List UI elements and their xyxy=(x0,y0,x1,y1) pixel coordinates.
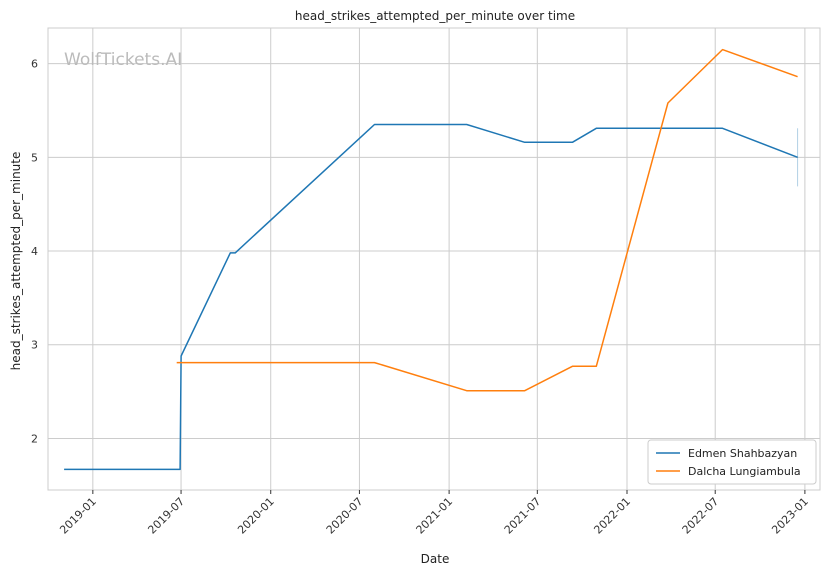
y-axis-label: head_strikes_attempted_per_minute xyxy=(9,152,23,371)
legend: Edmen Shahbazyan Dalcha Lungiambula xyxy=(647,439,817,485)
plot-frame xyxy=(47,27,821,491)
y-tick-label-6: 6 xyxy=(31,58,38,71)
legend-label-dalcha-lungiambula: Dalcha Lungiambula xyxy=(688,465,801,478)
series-line-dalcha-lungiambula xyxy=(176,48,798,392)
series-line-edmen-shahbazyan xyxy=(64,123,798,471)
y-tick-label-4: 4 xyxy=(31,245,38,258)
grid-layer xyxy=(48,28,820,490)
y-tick-label-5: 5 xyxy=(31,151,38,164)
y-axis-ticks: 2 3 4 5 6 xyxy=(31,58,38,446)
watermark: WolfTickets.AI xyxy=(64,50,182,70)
y-tick-label-3: 3 xyxy=(31,339,38,352)
x-axis-label: Date xyxy=(421,552,450,566)
legend-box xyxy=(647,439,817,485)
y-tick-label-2: 2 xyxy=(31,432,38,445)
legend-label-edmen-shahbazyan: Edmen Shahbazyan xyxy=(688,447,797,460)
chart-title: head_strikes_attempted_per_minute over t… xyxy=(295,9,575,23)
series-layer xyxy=(64,48,799,471)
